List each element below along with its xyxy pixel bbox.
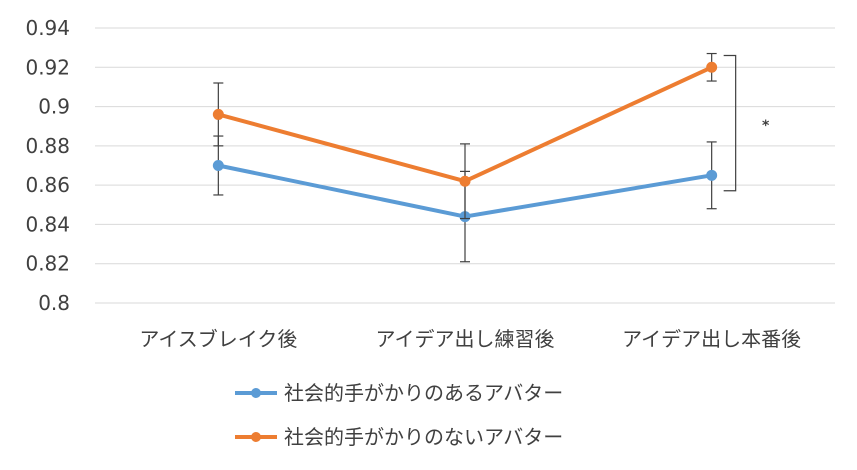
x-category-label: アイデア出し練習後 xyxy=(376,327,555,351)
x-axis-categories: アイスブレイク後 アイデア出し練習後 アイデア出し本番後 xyxy=(139,327,801,351)
x-category-label: アイデア出し本番後 xyxy=(622,327,801,351)
y-tick-label: 0.82 xyxy=(25,252,70,276)
y-tick-label: 0.92 xyxy=(25,55,70,79)
y-tick-label: 0.94 xyxy=(25,16,70,40)
y-tick-label: 0.9 xyxy=(38,95,70,119)
legend-item: 社会的手がかりのあるアバター xyxy=(235,381,563,405)
y-axis-ticks: 0.8 0.82 0.84 0.86 0.88 0.9 0.92 0.94 xyxy=(25,16,70,315)
legend-marker xyxy=(251,432,261,442)
data-point xyxy=(706,61,718,73)
y-tick-label: 0.84 xyxy=(25,212,70,236)
y-tick-label: 0.86 xyxy=(25,173,70,197)
legend-label: 社会的手がかりのないアバター xyxy=(284,425,563,449)
significance-marker: * xyxy=(762,118,770,134)
data-point xyxy=(459,175,471,187)
series-layer xyxy=(212,52,718,263)
data-point xyxy=(212,160,224,171)
x-category-label: アイスブレイク後 xyxy=(139,327,297,351)
y-tick-label: 0.88 xyxy=(25,134,70,158)
significance-annotation: * xyxy=(723,54,770,192)
legend-item: 社会的手がかりのないアバター xyxy=(235,425,563,449)
legend-marker xyxy=(251,388,261,398)
y-tick-label: 0.8 xyxy=(38,291,70,315)
legend-label: 社会的手がかりのあるアバター xyxy=(284,381,563,405)
series-2 xyxy=(212,52,718,220)
data-point xyxy=(212,108,224,120)
data-point xyxy=(706,169,718,181)
significance-bracket xyxy=(723,54,737,192)
